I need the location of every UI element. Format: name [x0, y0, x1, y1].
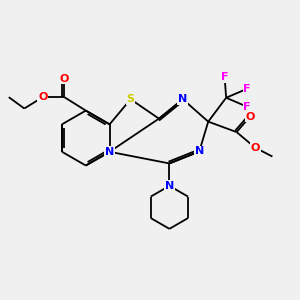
Text: N: N: [105, 147, 114, 157]
Text: N: N: [178, 94, 188, 104]
Text: O: O: [250, 142, 260, 153]
Text: F: F: [221, 72, 228, 82]
Text: O: O: [60, 74, 69, 84]
Text: F: F: [243, 84, 251, 94]
Text: S: S: [127, 94, 135, 104]
Text: O: O: [245, 112, 255, 122]
Text: N: N: [195, 146, 204, 157]
Text: F: F: [243, 102, 251, 112]
Text: N: N: [165, 181, 174, 191]
Text: O: O: [38, 92, 47, 102]
